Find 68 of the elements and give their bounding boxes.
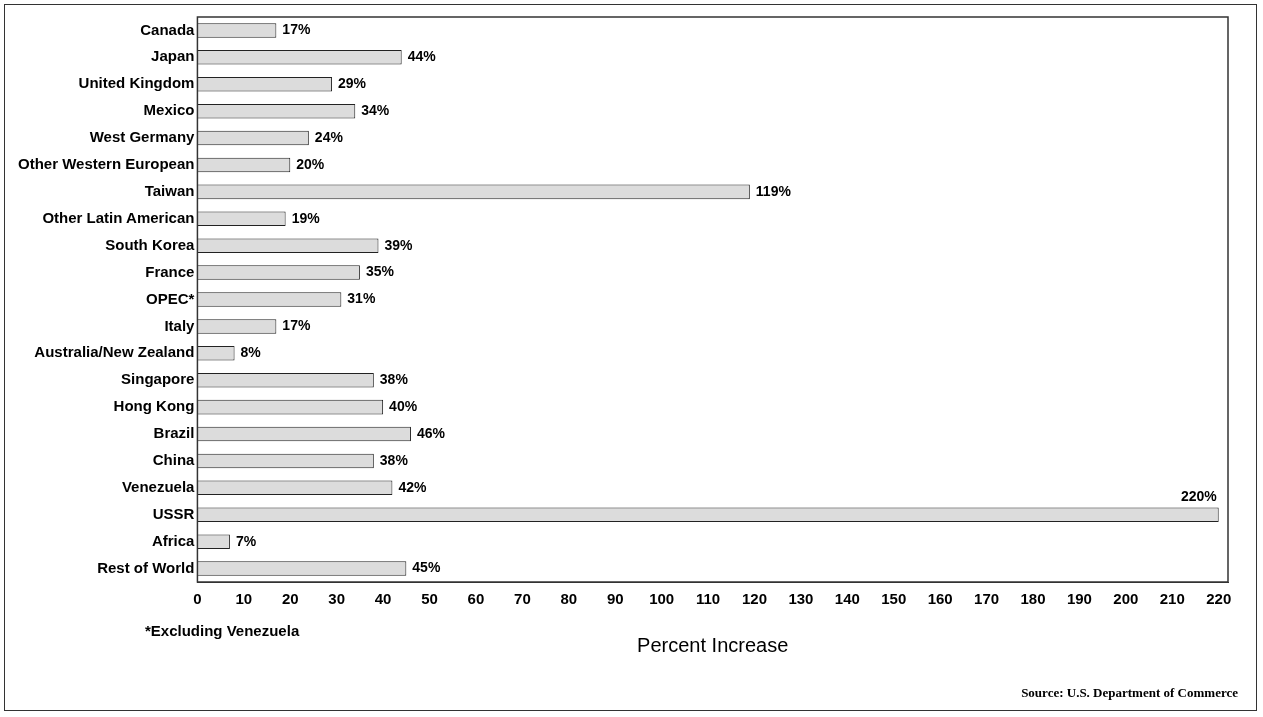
text: *Excluding Venezuela: [145, 621, 300, 639]
y-tick-label: Australia/New Zealand: [34, 343, 195, 361]
data-label: 220%: [1180, 488, 1218, 505]
x-tick-label: 140: [834, 590, 860, 608]
y-tick-label: South Korea: [105, 235, 196, 253]
data-label: 46%: [416, 424, 446, 441]
x-tick-label: 210: [1159, 590, 1185, 608]
y-tick-label: Canada: [140, 20, 196, 38]
x-axis-title: Percent Increase: [637, 633, 789, 656]
y-tick-label: Rest of World: [97, 558, 195, 576]
data-label: 29%: [338, 75, 367, 92]
data-label: 119%: [755, 182, 792, 199]
data-label: 19%: [291, 209, 321, 226]
data-label: 24%: [314, 128, 344, 145]
data-label: 17%: [282, 21, 311, 38]
y-tick-label: Italy: [164, 316, 196, 334]
y-tick-label: Venezuela: [121, 477, 196, 495]
x-tick-label: 90: [606, 590, 624, 608]
y-tick-label: West Germany: [89, 128, 196, 146]
y-tick-label: Taiwan: [144, 182, 195, 200]
x-tick-label: 190: [1066, 590, 1092, 608]
x-tick-label: 120: [741, 590, 768, 608]
data-label: 40%: [389, 397, 418, 414]
x-tick-label: 220: [1206, 590, 1232, 608]
y-tick-label: Japan: [151, 47, 195, 65]
x-tick-label: 80: [560, 590, 578, 608]
x-tick-label: 50: [421, 590, 438, 608]
x-tick-label: 180: [1020, 590, 1046, 608]
x-tick-label: 20: [281, 590, 299, 608]
y-tick-label: Hong Kong: [113, 397, 195, 415]
y-tick-label: United Kingdom: [78, 74, 195, 92]
data-label: 39%: [384, 236, 414, 253]
data-label: 20%: [296, 155, 325, 172]
source-note: Source: U.S. Department of Commerce: [1021, 684, 1239, 700]
data-label: 31%: [347, 290, 376, 307]
data-label: 38%: [379, 451, 409, 468]
x-tick-label: 60: [467, 590, 485, 608]
x-tick-label: 170: [974, 590, 1000, 608]
y-tick-label: China: [152, 451, 196, 469]
x-tick-label: 200: [1113, 590, 1139, 608]
data-label: 34%: [361, 102, 390, 119]
y-tick-label: France: [145, 262, 195, 280]
x-tick-label: 130: [788, 590, 814, 608]
x-tick-label: 10: [235, 590, 253, 608]
x-tick-label: 150: [881, 590, 907, 608]
y-tick-label: USSR: [152, 504, 195, 522]
x-tick-label: 160: [927, 590, 953, 608]
x-tick-label: 0: [193, 590, 202, 608]
y-tick-label: Mexico: [143, 101, 195, 119]
x-tick-label: 70: [514, 590, 531, 608]
y-tick-label: Brazil: [153, 424, 195, 442]
data-label: 17%: [282, 317, 311, 334]
data-label: 42%: [398, 478, 427, 495]
data-label: 7%: [235, 532, 257, 549]
y-tick-label: OPEC*: [146, 289, 195, 307]
x-tick-label: 40: [374, 590, 392, 608]
data-label: 38%: [379, 371, 409, 388]
data-label: 8%: [240, 344, 262, 361]
x-tick-label: 110: [695, 590, 721, 608]
y-tick-label: Singapore: [121, 370, 195, 388]
y-tick-label: Other Latin American: [42, 208, 195, 226]
y-tick-label: Other Western European: [17, 155, 195, 173]
data-label: 45%: [412, 559, 441, 576]
x-tick-label: 30: [328, 590, 346, 608]
y-tick-label: Africa: [151, 531, 196, 549]
x-tick-label: 100: [649, 590, 675, 608]
data-label: 35%: [365, 263, 395, 280]
data-label: 44%: [407, 48, 437, 65]
